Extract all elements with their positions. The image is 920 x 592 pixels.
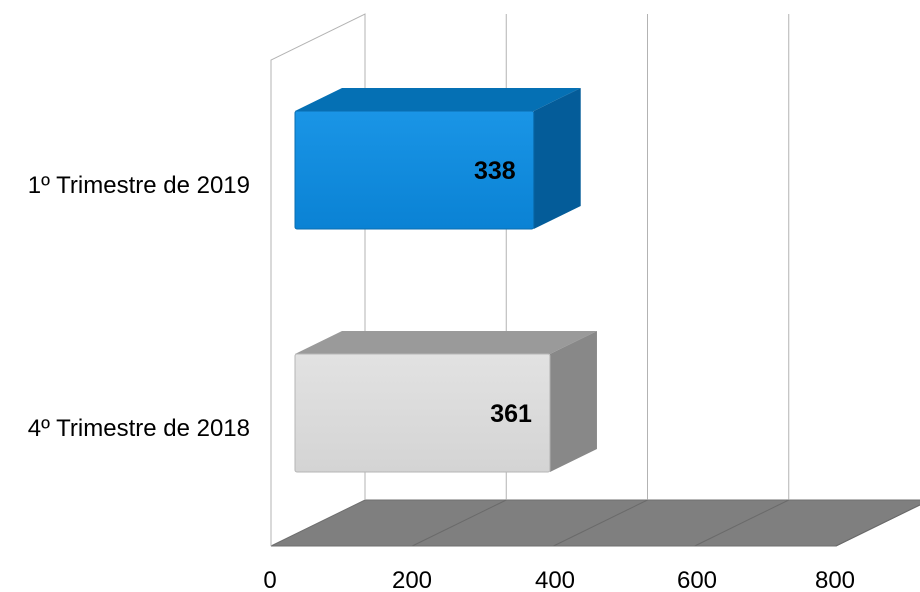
bar-side-face [533, 88, 581, 229]
gridline-floor [553, 499, 648, 547]
bar [294, 110, 535, 230]
x-axis-tick-labels: 0 200 400 600 800 [263, 567, 855, 592]
bar-top-face [295, 88, 581, 111]
data-label: 338 [474, 157, 516, 185]
category-label: 4º Trimestre de 2018 [28, 415, 250, 442]
gridline-floor [694, 499, 789, 547]
bar-side-face [549, 331, 597, 472]
chart-left-wall [270, 13, 366, 546]
x-tick-label: 800 [815, 567, 855, 592]
gridline-floor [835, 504, 920, 547]
bar-top-face [295, 331, 597, 354]
data-label: 361 [490, 400, 532, 428]
chart-floor [270, 499, 920, 547]
bar [294, 353, 551, 473]
x-tick-label: 600 [677, 567, 717, 592]
gridline-floor [412, 499, 507, 547]
x-tick-label: 0 [263, 567, 276, 592]
category-label: 1º Trimestre de 2019 [28, 172, 250, 199]
category-labels: 1º Trimestre de 2019 4º Trimestre de 2018 [28, 172, 250, 442]
back-wall-group [270, 13, 366, 546]
x-tick-label: 400 [535, 567, 575, 592]
x-tick-label: 200 [392, 567, 432, 592]
floor-group [270, 499, 920, 547]
bars: 338 361 [294, 88, 597, 473]
